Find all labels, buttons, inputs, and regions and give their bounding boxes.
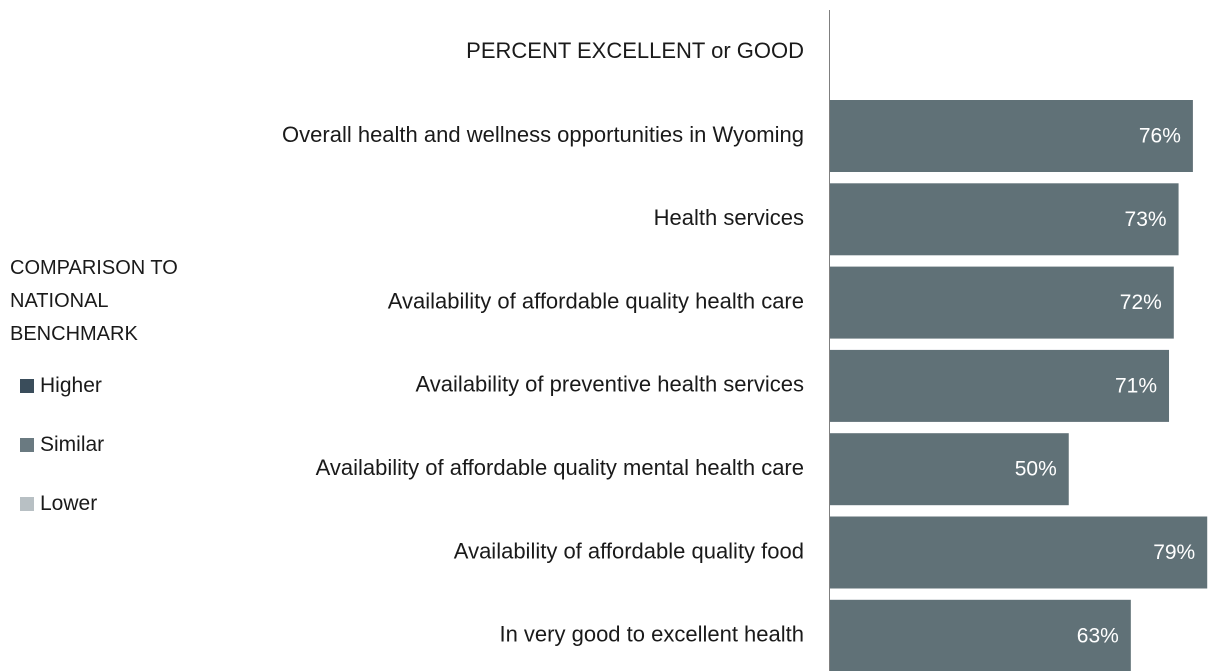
value-label: 79%: [1153, 541, 1195, 564]
legend-label: Higher: [40, 374, 102, 397]
value-label: 50%: [1015, 458, 1057, 481]
legend-item: Higher: [20, 374, 102, 398]
legend-title: COMPARISON TO NATIONAL BENCHMARK: [10, 257, 178, 345]
category-label: Health services: [654, 205, 804, 230]
value-label: 76%: [1139, 125, 1181, 148]
bar: [830, 100, 1193, 172]
category-label: Availability of affordable quality food: [454, 538, 804, 563]
category-label: Availability of affordable quality healt…: [388, 288, 804, 313]
legend-swatch: [20, 438, 34, 452]
bar: [830, 433, 1069, 506]
legend-label: Lower: [40, 492, 98, 515]
legend-item: Lower: [20, 492, 97, 516]
category-label: Overall health and wellness opportunitie…: [282, 122, 804, 147]
bar: [830, 516, 1208, 589]
value-label: 71%: [1115, 374, 1157, 397]
bar: [830, 266, 1174, 339]
legend-label: Similar: [40, 433, 105, 456]
legend-item: Similar: [20, 433, 104, 457]
bar: [830, 599, 1131, 671]
legend-swatch: [20, 379, 34, 393]
value-label: 73%: [1125, 208, 1167, 231]
value-label: 63%: [1077, 624, 1119, 647]
bar: [830, 183, 1179, 256]
category-label: Availability of preventive health servic…: [416, 372, 804, 397]
category-label: Availability of affordable quality menta…: [316, 455, 804, 480]
legend-swatch: [20, 497, 34, 511]
value-label: 72%: [1120, 291, 1162, 314]
chart-title: PERCENT EXCELLENT or GOOD: [466, 38, 804, 63]
bar: [830, 349, 1170, 422]
category-label: In very good to excellent health: [499, 622, 804, 647]
